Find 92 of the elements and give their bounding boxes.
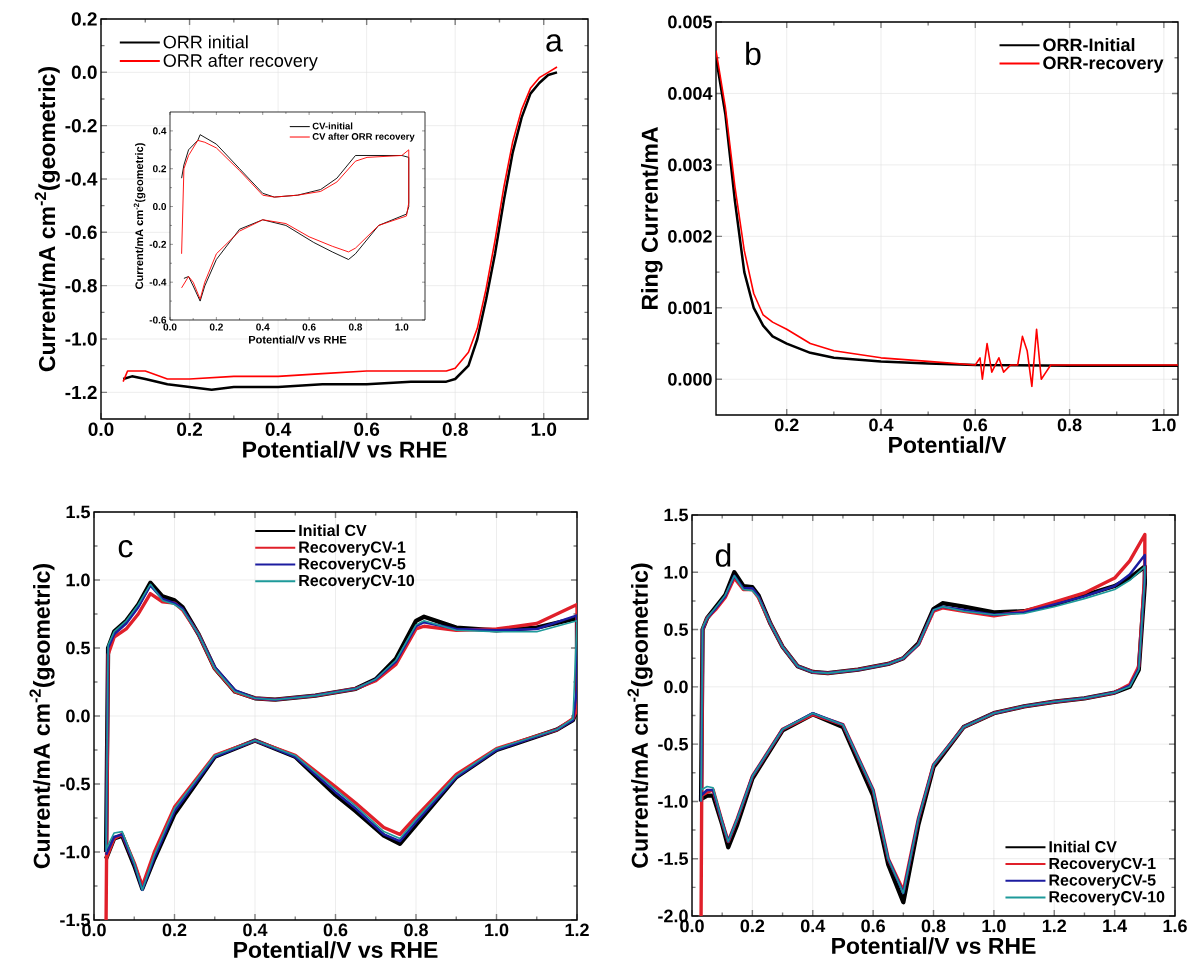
x-tick-label: 0.2 [162,923,187,937]
x-tick-label: 0.8 [442,422,468,436]
legend-label: RecoveryCV-10 [1049,891,1165,906]
x-tick-label: 0.2 [177,422,202,436]
x-tick-label: 0.4 [265,422,292,436]
legend-label: RecoveryCV-5 [299,558,406,573]
x-tick-label: 0.6 [354,422,380,436]
y-tick-label: 0.0 [66,709,90,723]
x-tick-label: 0.6 [302,323,316,331]
x-tick-label: 1.0 [1152,418,1176,432]
x-tick-label: 0.0 [88,422,114,436]
legend-label: ORR initial [163,35,248,49]
y-tick-label: 0.2 [71,12,97,26]
y-tick-label: 0.000 [668,372,712,386]
x-tick-label: 1.2 [1042,919,1067,933]
x-tick-label: 1.0 [395,323,409,331]
y-tick-label: 1.5 [664,508,688,522]
legend-label: RecoveryCV-10 [299,574,415,590]
annotation: c [118,539,133,558]
y-tick-label: 1.5 [66,505,90,519]
legend-label: ORR after recovery [163,53,318,71]
x-tick-label: 0.8 [921,919,946,933]
y-tick-label: -1.2 [65,385,97,399]
x-axis-title: Potential/V vs RHE [832,937,1036,955]
x-tick-label: 1.2 [565,923,589,937]
x-tick-label: 0.0 [163,323,177,331]
legend-label: ORR-recovery [1043,56,1164,73]
annotation: d [715,543,731,567]
x-tick-label: 1.0 [982,919,1006,933]
y-tick-label: 0.5 [66,641,90,655]
x-tick-label: 0.8 [348,323,363,331]
y-tick-label: -0.2 [65,118,97,133]
y-tick-label: 1.0 [66,573,90,587]
legend-label: Initial CV [299,524,367,537]
y-tick-label: -0.2 [149,240,167,248]
x-tick-label: 0.2 [740,919,765,933]
y-tick-label: 0.003 [668,158,712,172]
y-tick-label: -1.5 [658,852,688,865]
y-axis-title: Ring Current/mA [641,127,663,309]
x-tick-label: 0.6 [323,923,348,937]
y-tick-label: -0.5 [60,777,90,791]
y-axis-title: Current/mA cm$^{-2}$(geometric) [133,143,146,289]
y-tick-label: -1.0 [65,332,97,346]
legend-label: Initial CV [1049,840,1117,853]
y-tick-label: -0.5 [658,737,688,751]
y-tick-label: 0.4 [152,127,167,135]
x-tick-label: 0.4 [256,323,270,331]
x-tick-label: 1.0 [485,923,509,937]
x-tick-label: 0.2 [774,418,799,432]
x-tick-label: 0.4 [243,923,268,937]
y-tick-label: -1.0 [658,795,688,808]
y-axis-title: Current/mA cm$^{-2}$(geometric) [29,564,55,869]
x-axis-title: Potential/V vs RHE [249,335,347,344]
annotation: b [746,41,761,66]
x-tick-label: 0.4 [800,919,826,933]
legend-label: CV-initial [312,122,353,130]
y-tick-label: -0.4 [149,278,167,286]
x-axis-title: Potential/V [889,436,1007,454]
annotation: a [546,34,563,52]
y-tick-label: 0.001 [668,301,712,315]
y-tick-label: 0.004 [668,87,713,100]
legend-label: CV after ORR recovery [312,132,415,142]
legend-label: ORR-Initial [1043,37,1135,52]
x-tick-label: 0.8 [404,923,428,937]
y-tick-label: 0.0 [664,680,688,694]
y-tick-label: 0.5 [664,623,688,636]
y-tick-label: 0.002 [668,229,712,243]
x-tick-label: 1.6 [1163,919,1187,933]
y-tick-label: -0.8 [65,278,97,293]
y-tick-label: 0.2 [152,165,167,173]
x-tick-label: 0.2 [209,323,223,331]
x-axis-title: Potential/V vs RHE [243,440,447,458]
y-tick-label: 0.0 [71,65,97,80]
legend-label: RecoveryCV-1 [299,541,406,556]
legend-label: RecoveryCV-1 [1049,857,1156,873]
x-tick-label: 0.4 [869,418,894,432]
y-tick-label: 0.005 [668,15,712,29]
y-tick-label: -0.6 [65,225,97,240]
x-tick-label: 0.6 [861,919,885,933]
legend-label: RecoveryCV-5 [1049,874,1156,889]
y-axis-title: Current/mA cm$^{-2}$(geometric) [34,67,60,372]
x-tick-label: 1.4 [1103,919,1128,932]
y-tick-label: 1.0 [664,565,688,579]
y-axis-title: Current/mA cm$^{-2}$(geometric) [627,563,653,868]
y-tick-label: -0.6 [149,316,167,324]
x-tick-label: 0.6 [963,418,988,432]
x-tick-label: 0.8 [1057,418,1082,432]
x-tick-label: 1.0 [531,422,557,436]
y-tick-label: 0.0 [152,203,167,211]
y-tick-label: -1.0 [60,845,90,859]
y-tick-label: -0.4 [65,172,98,186]
x-axis-title: Potential/V vs RHE [234,941,438,959]
